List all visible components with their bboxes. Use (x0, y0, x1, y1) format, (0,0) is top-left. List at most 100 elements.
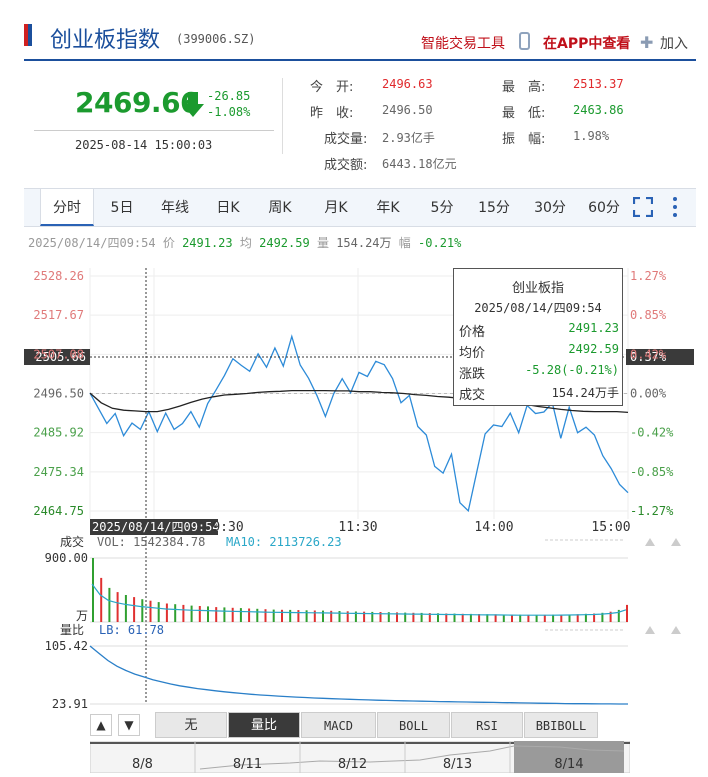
volume-bar (92, 558, 94, 622)
volume-bar (297, 610, 300, 622)
phone-icon (519, 32, 530, 50)
volume-bar (264, 609, 267, 622)
volume-unit-label: 万 (76, 609, 88, 623)
tab-monthly-k[interactable]: 月K (324, 200, 348, 216)
volume-bar (584, 613, 587, 622)
y-tick-label: 2507.08 (33, 347, 84, 361)
x-tick-label: 15:00 (591, 520, 630, 535)
period-toolbar: 分时 5日 年线 日K 周K 月K 年K 5分 15分 30分 60分 (24, 188, 696, 227)
volume-bar (404, 612, 407, 622)
volume-bar (124, 595, 127, 622)
volume-vol-text: VOL: 1542384.78 (97, 535, 205, 549)
panel-arrow-icon (671, 626, 681, 634)
scroll-up-button[interactable]: ▲ (90, 714, 112, 736)
scroll-down-button[interactable]: ▼ (118, 714, 140, 736)
price-line (89, 334, 629, 513)
info-vol: 154.24万 (336, 236, 392, 250)
volume-bar (322, 610, 324, 622)
indicator-volume-ratio-button[interactable]: 量比 (228, 712, 300, 738)
y-tick-label: 2485.92 (33, 426, 84, 440)
pct-tick-label: -0.85% (630, 465, 674, 479)
tab-weekly-k[interactable]: 周K (268, 200, 292, 216)
volume-bar (576, 614, 579, 622)
panel-arrow-icon (671, 538, 681, 546)
volume-bar (494, 614, 497, 622)
tooltip-row-price: 价格 2491.23 (459, 321, 619, 341)
fullscreen-icon[interactable] (633, 197, 653, 217)
volume-ma-text: MA10: 2113726.23 (226, 535, 342, 549)
tooltip-time: 2025/08/14/四09:54 (474, 301, 602, 315)
x-tick-label: 9:30 (212, 520, 243, 535)
date-item[interactable]: 8/11 (195, 741, 300, 773)
add-watchlist-button[interactable]: 加入 (660, 36, 688, 52)
crosshair-time-tag (90, 519, 218, 535)
volume-bar (281, 609, 283, 622)
date-item[interactable]: 8/8 (90, 741, 195, 773)
volume-bar (396, 612, 398, 622)
volume-bar (379, 612, 382, 622)
info-amp: -0.21% (418, 236, 462, 250)
tab-5min[interactable]: 5分 (430, 200, 454, 216)
date-item[interactable]: 8/13 (405, 741, 510, 773)
volume-bar (330, 610, 333, 622)
tooltip-key: 成交 (459, 388, 486, 403)
tab-yearly-k[interactable]: 年K (376, 200, 400, 216)
volume-bar (223, 607, 226, 622)
date-item[interactable]: 8/14 (514, 741, 624, 773)
volume-bar (593, 613, 596, 622)
change-amount: -26.85 (207, 89, 251, 103)
pct-tick-label: 0.00% (630, 387, 667, 401)
open-value: 2496.63 (382, 77, 433, 91)
volume-bar (387, 612, 390, 622)
pct-tick-label: -1.27% (630, 504, 674, 518)
header-divider (24, 59, 696, 61)
volume-bar (428, 613, 431, 622)
tab-yearline[interactable]: 年线 (161, 200, 189, 216)
tab-5day[interactable]: 5日 (110, 200, 134, 216)
volume-bar (346, 611, 349, 622)
volume-bar (215, 607, 218, 622)
tab-daily-k[interactable]: 日K (216, 200, 240, 216)
date-label: 8/12 (337, 757, 368, 772)
volume-panel-label: 成交 (60, 534, 84, 549)
tab-60min[interactable]: 60分 (588, 200, 620, 216)
view-in-app-link[interactable]: 在APP中查看 (543, 36, 631, 52)
indicator-boll-button[interactable]: BOLL (377, 712, 450, 738)
date-navigator[interactable]: 8/8 8/11 8/12 8/13 8/14 (90, 741, 630, 773)
indicator-rsi-button[interactable]: RSI (451, 712, 523, 738)
crosshair-pct-label: 0.37% (630, 350, 667, 364)
volume-ma-line (91, 583, 627, 616)
smart-trade-tools-link[interactable]: 智能交易工具 (421, 36, 505, 52)
volume-ratio-line (89, 645, 628, 705)
volume-bar (502, 614, 505, 622)
volume-bar (272, 609, 275, 622)
volume-bar (289, 609, 292, 622)
plus-icon[interactable]: ✚ (640, 33, 654, 52)
volume-bar (190, 605, 193, 622)
quote-time: 2025-08-14 15:00:03 (75, 138, 213, 152)
tooltip-value: 2491.23 (568, 321, 619, 335)
volume-bar (354, 611, 357, 622)
volume-bar (453, 613, 456, 622)
indicator-bbiboll-button[interactable]: BBIBOLL (524, 712, 598, 738)
date-label: 8/14 (554, 757, 584, 772)
tab-intraday[interactable]: 分时 (40, 189, 94, 226)
pct-tick-label: 0.42% (630, 347, 667, 361)
stock-code: (399006.SZ) (176, 32, 256, 46)
volume-bar (420, 612, 423, 622)
date-item[interactable]: 8/12 (300, 741, 405, 773)
tooltip-row-volume: 成交 154.24万手 (459, 384, 619, 404)
volume-value: 2.93亿手 (382, 131, 435, 145)
crosshair-time-label: 2025/08/14/四09:54 (92, 520, 220, 534)
indicator-none-button[interactable]: 无 (155, 712, 227, 738)
tab-15min[interactable]: 15分 (478, 200, 510, 216)
tab-30min[interactable]: 30分 (534, 200, 566, 216)
volume-bar (256, 608, 259, 622)
volume-bar (165, 603, 168, 622)
more-vertical-icon[interactable] (671, 196, 679, 218)
volume-bar (445, 613, 448, 622)
volume-bar (133, 597, 136, 622)
volume-bar (207, 606, 209, 622)
indicator-macd-button[interactable]: MACD (301, 712, 376, 738)
y-tick-label: 2528.26 (33, 269, 84, 283)
